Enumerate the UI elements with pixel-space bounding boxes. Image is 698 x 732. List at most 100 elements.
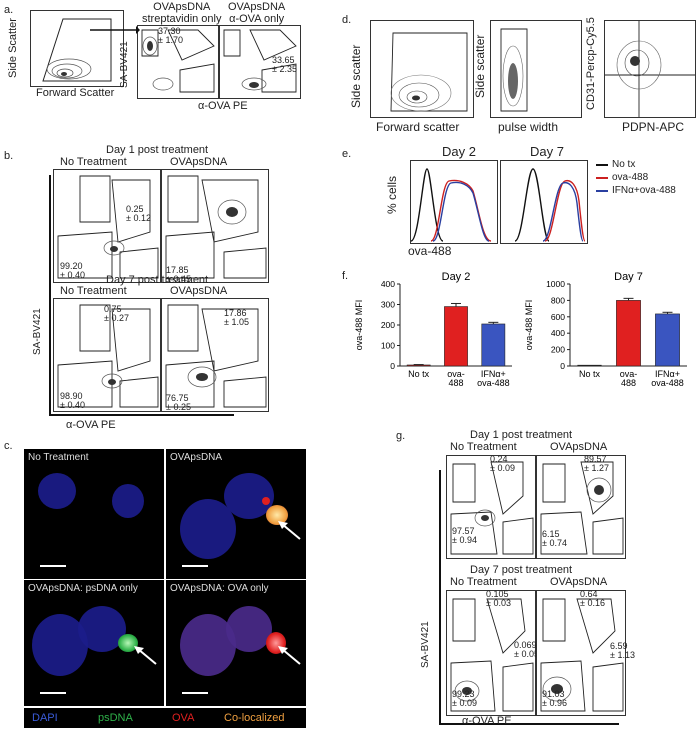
- b-d7-ova-top: 17.86 ± 1.05: [224, 308, 249, 328]
- b-d1-nt-bot: 99.20 ± 0.40: [60, 261, 85, 281]
- a-ylabel-2: SA-BV421: [119, 41, 130, 88]
- g-d7-ova-top: 0.64 ± 0.16: [580, 589, 605, 609]
- d-scatter-3: [604, 20, 696, 118]
- nucleus: [112, 484, 144, 518]
- legend-ova: OVA: [172, 712, 195, 724]
- b-day7-title: Day 7 post treatment: [106, 274, 209, 286]
- g-d1-col2: OVApsDNA: [550, 441, 608, 453]
- g-plot-d1-ova: [536, 455, 626, 559]
- legend-swatch: [596, 176, 608, 179]
- a-stat-2: 33.65 ± 2.35: [272, 55, 297, 75]
- g-d7-nt-top: 0.105 ± 0.03: [486, 589, 511, 609]
- y-tick-label: 400: [551, 328, 565, 338]
- x-tick-label: ova-488: [477, 378, 510, 388]
- x-tick-label: No tx: [579, 369, 601, 379]
- b-d7-nt-bot: 98.90 ± 0.40: [60, 391, 85, 411]
- g-xlabel: α-OVA PE: [462, 715, 512, 727]
- y-tick-label: 1000: [546, 279, 565, 289]
- x-tick-label: 488: [448, 378, 463, 388]
- x-tick-label: ova-488: [651, 378, 684, 388]
- nucleus: [180, 499, 236, 559]
- b-plot-d7-ova: [161, 298, 269, 412]
- g-d7-nt-bot: 99.23 ± 0.09: [452, 689, 477, 709]
- y-tick-label: 400: [381, 279, 395, 289]
- b-d7-col2: OVApsDNA: [170, 285, 228, 297]
- a-stat-1: 37.30 ± 1.70: [158, 26, 183, 46]
- legend-dapi: DAPI: [32, 712, 58, 724]
- b-xlabel: α-OVA PE: [66, 419, 116, 431]
- x-tick-label: 488: [621, 378, 636, 388]
- micro-title-3: OVApsDNA: psDNA only: [28, 583, 138, 594]
- panel-e-letter: e.: [342, 148, 352, 160]
- d-ylabel-3: CD31-Percp-Cy5.5: [585, 17, 597, 110]
- y-tick-label: 0: [390, 361, 395, 371]
- a-arrow: [90, 26, 140, 34]
- arrow-icon: [278, 646, 301, 665]
- g-x-axis-arrow: [439, 723, 619, 725]
- y-tick-label: 200: [381, 320, 395, 330]
- c-legend: DAPI psDNA OVA Co-localized: [24, 708, 306, 728]
- a-xlabel-1: Forward Scatter: [36, 87, 115, 99]
- e-legend-item: No tx: [596, 158, 676, 171]
- scale-bar: [40, 565, 66, 567]
- micro-title-1: No Treatment: [28, 452, 89, 463]
- arrow-icon: [134, 646, 157, 665]
- e-xlabel: ova-488: [408, 244, 452, 258]
- panel-g-letter: g.: [396, 430, 406, 442]
- x-tick-label: No tx: [408, 369, 430, 379]
- e-legend: No tx ova-488 IFNα+ova-488: [596, 158, 676, 197]
- b-plot-d1-nt: [53, 169, 161, 283]
- scatter-plot-strep-only: [137, 25, 219, 99]
- micro-psdna-only: OVApsDNA: psDNA only: [24, 580, 164, 706]
- g-d7-col1: No Treatment: [450, 576, 517, 588]
- b-d7-ova-bot: 76.75 ± 0.25: [166, 393, 191, 413]
- legend-swatch: [596, 163, 608, 166]
- micro-ovapsdna: OVApsDNA: [166, 449, 306, 579]
- b-d1-col1: No Treatment: [60, 156, 127, 168]
- bar-chart-day7: Day 7 ova-488 MFI 0 200 400 600 800 1000 No tx ov…: [524, 271, 687, 388]
- micro-ova-only: OVApsDNA: OVA only: [166, 580, 306, 706]
- scatter-plot-fsc-ssc: [30, 10, 124, 87]
- nucleus: [224, 473, 274, 519]
- e-histogram-day7: [500, 160, 588, 244]
- a-xlabel-2: α-OVA PE: [198, 100, 248, 112]
- e-histogram-day2: [410, 160, 498, 244]
- d-xlabel-2: pulse width: [498, 120, 559, 134]
- g-day7-title: Day 7 post treatment: [470, 564, 573, 576]
- d-xlabel-1: Forward scatter: [376, 120, 460, 134]
- chart-ylabel: ova-488 MFI: [354, 300, 364, 351]
- scale-bar: [182, 565, 208, 567]
- y-tick-label: 300: [381, 300, 395, 310]
- legend-label: ova-488: [612, 172, 649, 183]
- g-d7-ova-mid: 6.59 ± 1.13: [610, 641, 635, 661]
- e-title-1: Day 2: [442, 144, 476, 159]
- g-d1-nt-top: 0.24 ± 0.09: [490, 454, 515, 474]
- g-plot-d7-nt: [446, 590, 536, 716]
- g-d1-col1: No Treatment: [450, 441, 517, 453]
- x-tick-label: ova-: [447, 369, 465, 379]
- scatter-plot-aova-only: [219, 25, 301, 99]
- panel-a-letter: a.: [4, 4, 14, 16]
- bar: [406, 364, 431, 367]
- b-plot-d1-ova: [161, 169, 269, 283]
- legend-label: No tx: [612, 159, 636, 170]
- b-plot-d7-nt: [53, 298, 161, 412]
- g-d7-col2: OVApsDNA: [550, 576, 608, 588]
- g-d7-ova-bot: 91.03 ± 0.96: [542, 689, 567, 709]
- nucleus: [38, 473, 76, 509]
- a-col2-title: OVApsDNA α-OVA only: [228, 1, 286, 25]
- d-ylabel-1: Side scatter: [349, 44, 363, 108]
- chart-title: Day 7: [614, 271, 643, 283]
- bar: [444, 306, 468, 367]
- psdna-spot: [118, 634, 138, 652]
- legend-label: IFNα+ova-488: [612, 185, 676, 196]
- d-xlabel-3: PDPN-APC: [622, 120, 685, 134]
- e-legend-item: ova-488: [596, 171, 676, 184]
- bar: [655, 313, 680, 367]
- e-title-2: Day 7: [530, 144, 564, 159]
- legend-colocalized: Co-localized: [224, 712, 285, 724]
- panel-d-letter: d.: [342, 14, 352, 26]
- micro-title-2: OVApsDNA: [170, 452, 223, 463]
- micro-title-4: OVApsDNA: OVA only: [170, 583, 269, 594]
- b-d1-ova-bot: 17.85 ± 0.45: [166, 265, 191, 285]
